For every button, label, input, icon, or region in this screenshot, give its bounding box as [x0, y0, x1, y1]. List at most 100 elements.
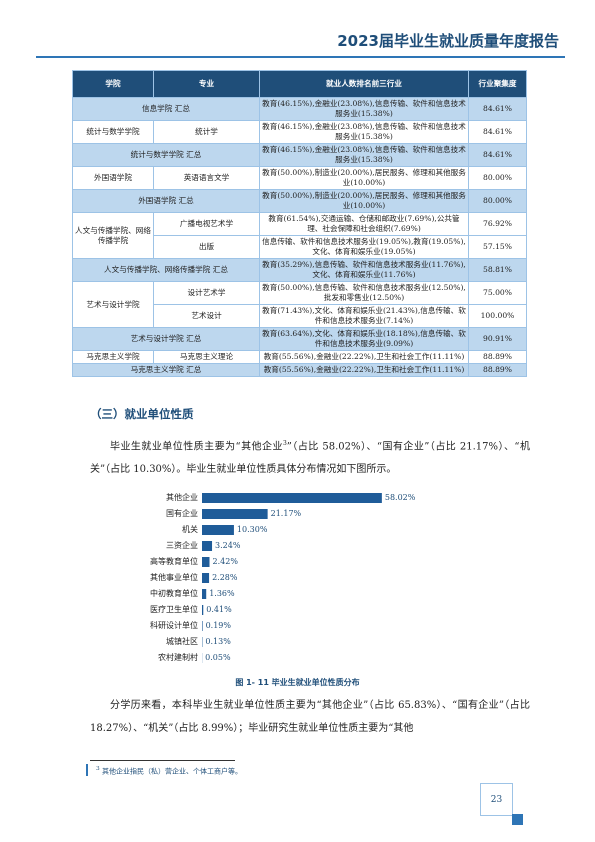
summary-row: 外国语学院 汇总 教育(50.00%),制造业(20.00%),居民服务、修理和…	[72, 189, 527, 213]
cell: 84.61%	[468, 97, 527, 121]
value-label: 3.24%	[215, 541, 241, 550]
bar	[202, 621, 203, 631]
bar	[202, 573, 210, 583]
cell: 教育(46.15%),金融业(23.08%),信息传输、软件和信息技术服务业(1…	[259, 143, 469, 167]
industry-table: 学院 专业 就业人数排名前三行业 行业聚集度 信息学院 汇总 教育(46.15%…	[72, 70, 527, 377]
value-label: 2.28%	[212, 573, 238, 582]
cell: 教育(50.00%),制造业(20.00%),居民服务、修理和其他服务业(10.…	[259, 166, 469, 190]
paragraph: 分学历来看，本科毕业生就业单位性质主要为“其他企业”（占比 65.83%）、“国…	[90, 700, 530, 734]
cell: 80.00%	[468, 189, 527, 213]
category-label: 其他企业	[166, 492, 198, 502]
header-rule	[36, 56, 565, 58]
cell: 人文与传播学院、网络传播学院 汇总	[72, 258, 260, 282]
row: 艺术设计 教育(71.43%),文化、体育和娱乐业(21.43%),信息传输、软…	[73, 304, 527, 328]
cell: 58.81%	[468, 258, 527, 282]
cell: 57.15%	[468, 235, 527, 259]
cell: 马克思主义学院 汇总	[72, 363, 260, 377]
cell: 75.00%	[468, 281, 527, 305]
value-label: 0.19%	[206, 621, 232, 630]
paragraph: 毕业生就业单位性质主要为“其他企业3”（占比 58.02%）、“国有企业”（占比…	[90, 432, 530, 481]
chart: 其他企业 58.02% 国有企业 21.17% 机关 10.30% 三资企业 3.24% 高等教…	[150, 492, 416, 663]
cell: 教育(46.15%),金融业(23.08%),信息传输、软件和信息技术服务业(1…	[259, 97, 469, 121]
th: 就业人数排名前三行业	[259, 70, 469, 98]
chart-caption: 图 1- 11 毕业生就业单位性质分布	[235, 678, 360, 687]
row: 外国语学院 英语语言文学 教育(50.00%),制造业(20.00%),居民服务…	[72, 166, 527, 190]
summary-row: 艺术与设计学院 汇总 教育(63.64%),文化、体育和娱乐业(18.18%),…	[72, 327, 527, 351]
category-label: 城镇社区	[166, 636, 198, 646]
bar	[202, 557, 210, 567]
row: 统计与数学学院 统计学 教育(46.15%),金融业(23.08%),信息传输、…	[72, 120, 527, 144]
cell: 设计艺术学	[153, 281, 260, 305]
value-label: 0.41%	[206, 605, 232, 614]
cell: 广播电视艺术学	[153, 212, 260, 236]
page-number: 23	[480, 783, 513, 816]
category-label: 国有企业	[166, 508, 198, 518]
cell: 80.00%	[468, 166, 527, 190]
footnote-text: 其他企业指民（私）营企业、个体工商户等。	[101, 767, 242, 776]
value-label: 2.42%	[213, 557, 239, 566]
cell: 信息学院 汇总	[72, 97, 260, 121]
cell: 教育(61.54%),交通运输、仓储和邮政业(7.69%),公共管理、社会保障和…	[259, 212, 469, 236]
footnote-ref: 3	[282, 440, 287, 447]
category-label: 中初教育单位	[150, 588, 198, 598]
text: 毕业生就业单位性质主要为“其他企业	[110, 441, 283, 453]
table-header: 学院 专业 就业人数排名前三行业 行业聚集度	[72, 70, 527, 98]
cell: 外国语学院	[72, 166, 154, 190]
category-label: 农村建制村	[158, 652, 198, 662]
cell: 统计与数学学院	[72, 120, 154, 144]
footnote: 3 其他企业指民（私）营企业、个体工商户等。	[96, 766, 242, 776]
category-label: 三资企业	[166, 540, 198, 550]
value-label: 58.02%	[385, 493, 416, 502]
row: 马克思主义学院 马克思主义理论 教育(55.56%),金融业(22.22%),卫…	[72, 350, 527, 364]
cell: 统计学	[153, 120, 260, 144]
cell: 人文与传播学院、网络传播学院	[72, 212, 154, 259]
section-title: （三）就业单位性质	[90, 407, 194, 421]
cell: 艺术与设计学院 汇总	[72, 327, 260, 351]
value-label: 21.17%	[271, 509, 302, 518]
cell: 教育(46.15%),金融业(23.08%),信息传输、软件和信息技术服务业(1…	[259, 120, 469, 144]
bar	[202, 509, 268, 519]
cell: 教育(71.43%),文化、体育和娱乐业(21.43%),信息传输、软件和信息技…	[259, 304, 469, 328]
text: ”（占比 58.02%）、“国有企业”（占比 21.17%）、“机关”（占比 1…	[90, 441, 530, 476]
category-label: 高等教育单位	[150, 556, 198, 566]
cell: 教育(50.00%),信息传输、软件和信息技术服务业(12.50%),批发和零售…	[259, 281, 469, 305]
cell: 教育(35.29%),信息传输、软件和信息技术服务业(11.76%),文化、体育…	[259, 258, 469, 282]
cell: 88.89%	[468, 363, 527, 377]
summary-row: 信息学院 汇总 教育(46.15%),金融业(23.08%),信息传输、软件和信…	[72, 97, 527, 121]
value-label: 1.36%	[209, 589, 235, 598]
summary-row: 马克思主义学院 汇总 教育(55.56%),金融业(22.22%),卫生和社会工…	[72, 363, 527, 377]
footnote-marker-bar	[86, 764, 88, 776]
cell: 教育(50.00%),制造业(20.00%),居民服务、修理和其他服务业(10.…	[259, 189, 469, 213]
cell: 统计与数学学院 汇总	[72, 143, 260, 167]
cell: 84.61%	[468, 143, 527, 167]
cell: 90.91%	[468, 327, 527, 351]
category-label: 科研设计单位	[150, 620, 198, 630]
cell: 艺术与设计学院	[72, 281, 154, 328]
value-label: 10.30%	[237, 525, 268, 534]
category-label: 机关	[182, 524, 198, 534]
cell: 外国语学院 汇总	[72, 189, 260, 213]
cell: 信息传输、软件和信息技术服务业(19.05%),教育(19.05%),文化、体育…	[259, 235, 469, 259]
cell: 出版	[153, 235, 260, 259]
cell: 马克思主义理论	[153, 350, 260, 364]
cell: 88.89%	[468, 350, 527, 364]
value-label: 0.13%	[205, 637, 231, 646]
th: 学院	[72, 70, 154, 98]
cell: 84.61%	[468, 120, 527, 144]
decoration	[512, 814, 523, 825]
cell: 马克思主义学院	[72, 350, 154, 364]
footnote-mark: 3	[96, 766, 100, 772]
footnote-rule	[90, 760, 235, 761]
row: 艺术与设计学院 设计艺术学 教育(50.00%),信息传输、软件和信息技术服务业…	[72, 281, 527, 328]
bar	[202, 493, 382, 503]
cell: 英语语言文学	[153, 166, 260, 190]
category-label: 其他事业单位	[150, 572, 198, 582]
th: 行业聚集度	[468, 70, 527, 98]
header-title: 2023届毕业生就业质量年度报告	[337, 32, 559, 50]
cell: 教育(63.64%),文化、体育和娱乐业(18.18%),信息传输、软件和信息技…	[259, 327, 469, 351]
category-label: 医疗卫生单位	[150, 604, 198, 614]
th: 专业	[153, 70, 260, 98]
row: 人文与传播学院、网络传播学院 广播电视艺术学 教育(61.54%),交通运输、仓…	[72, 212, 527, 259]
summary-row: 人文与传播学院、网络传播学院 汇总 教育(35.29%),信息传输、软件和信息技…	[72, 258, 527, 282]
